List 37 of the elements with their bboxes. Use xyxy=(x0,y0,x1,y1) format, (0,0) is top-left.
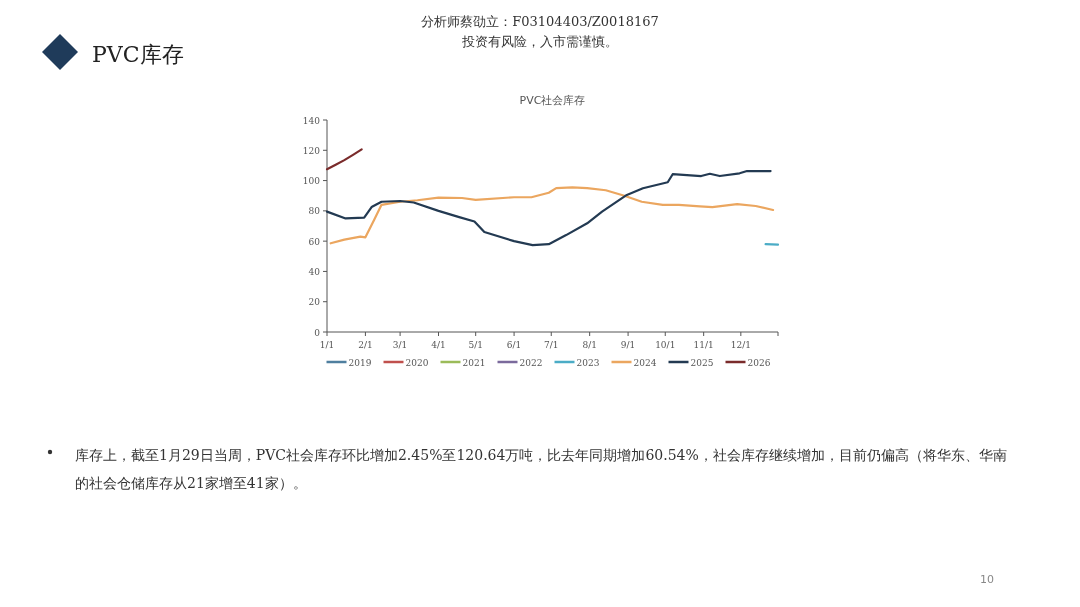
legend-label: 2024 xyxy=(633,357,657,368)
line-series xyxy=(329,186,775,245)
y-tick-label: 100 xyxy=(302,176,321,187)
x-tick-label: 9/1 xyxy=(620,340,636,350)
legend-label: 2025 xyxy=(690,357,714,368)
text: PVC库存 xyxy=(92,41,184,69)
y-tick-label: 20 xyxy=(308,297,321,308)
y-tick-label: 60 xyxy=(308,236,321,247)
x-tick-label: 11/1 xyxy=(693,340,714,350)
x-tick-label: 5/1 xyxy=(468,340,483,350)
legend-label: 2021 xyxy=(462,357,486,368)
line-series xyxy=(325,169,772,247)
y-tick-label: 140 xyxy=(302,115,321,126)
y-tick-label: 40 xyxy=(308,266,321,277)
x-tick-label: 2/1 xyxy=(358,340,373,350)
y-tick-label: 80 xyxy=(308,206,321,217)
text: 分析师蔡劭立：F03104403/Z0018167 xyxy=(420,13,660,31)
line-series xyxy=(325,148,363,171)
legend-label: 2023 xyxy=(576,357,600,368)
text: 10 xyxy=(980,573,994,586)
x-tick-label: 8/1 xyxy=(582,340,597,350)
text: 库存上，截至1月29日当周，PVC社会库存环比增加2.45%至120.64万吨，比去年同期增加60.54%，社会库存继续增加，目前仍偏高（将华东、华南的社会仓储库存从21家增至41家）。 xyxy=(75,446,1008,493)
x-tick-label: 7/1 xyxy=(544,340,559,350)
legend-label: 2020 xyxy=(405,357,429,368)
legend-label: 2019 xyxy=(348,357,372,368)
legend-label: 2022 xyxy=(519,357,543,368)
y-tick-label: 0 xyxy=(314,327,321,338)
y-tick-label: 120 xyxy=(302,145,321,156)
x-tick-label: 12/1 xyxy=(730,340,751,350)
x-tick-label: 6/1 xyxy=(506,340,522,350)
legend-label: 2026 xyxy=(747,357,771,368)
text: 投资有风险，入市需谨慎。 xyxy=(461,33,619,51)
x-tick-label: 3/1 xyxy=(392,340,408,350)
chart-title: PVC社会库存 xyxy=(519,94,586,107)
x-tick-label: 4/1 xyxy=(431,340,446,350)
x-tick-label: 1/1 xyxy=(319,340,335,350)
x-tick-label: 10/1 xyxy=(655,340,676,350)
